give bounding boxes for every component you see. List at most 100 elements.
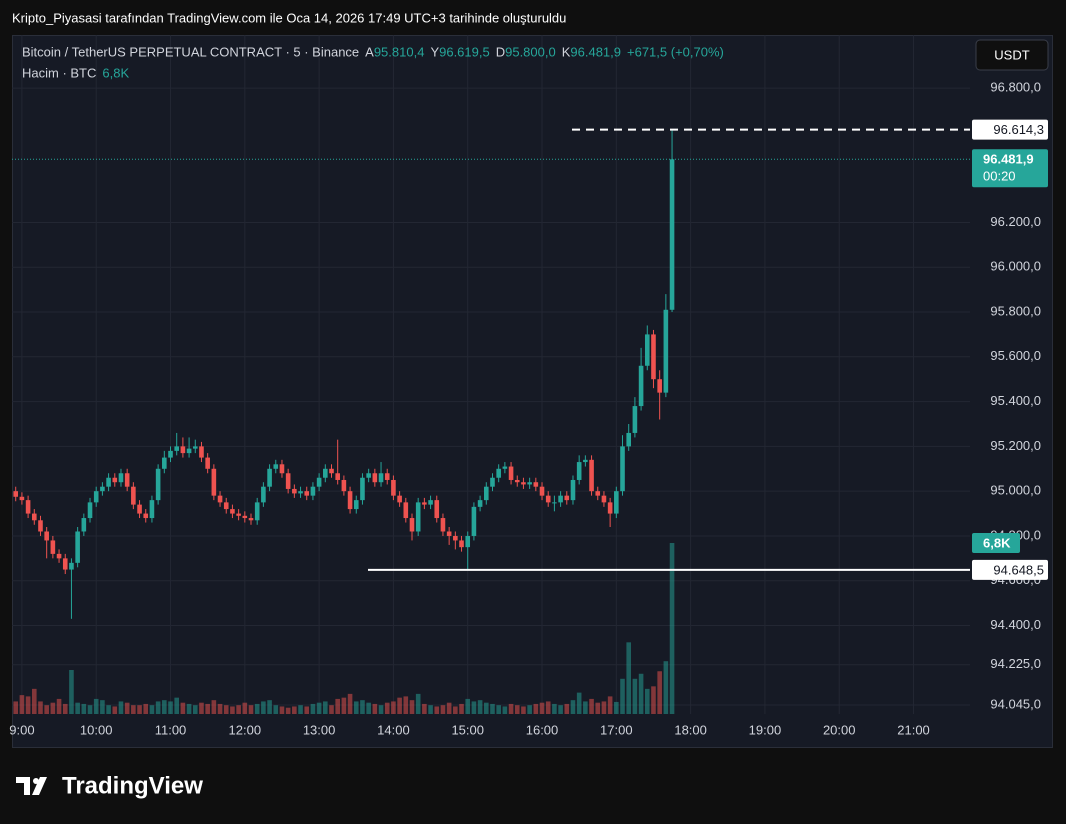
candle-body xyxy=(75,531,80,563)
volume-bar xyxy=(230,706,235,714)
candle-body xyxy=(552,502,557,504)
ohlc-key: Y xyxy=(430,44,439,59)
candle-body xyxy=(347,491,353,510)
volume-bar xyxy=(31,688,37,714)
volume-bar xyxy=(453,706,458,714)
candle-body xyxy=(620,446,625,492)
volume-bar xyxy=(632,678,638,714)
volume-bar xyxy=(422,703,427,714)
x-tick-label: 18:00 xyxy=(674,722,707,737)
volume-bar xyxy=(81,703,87,714)
candle-body xyxy=(626,432,632,447)
candle-body xyxy=(570,479,576,501)
volume-bar xyxy=(100,700,105,714)
volume-bar xyxy=(570,700,576,714)
candle-body xyxy=(19,496,25,501)
candle-body xyxy=(168,450,173,458)
price-label: 96.614,3 xyxy=(993,122,1044,137)
candle-body xyxy=(31,513,37,521)
volume-bar xyxy=(205,703,210,714)
volume-bar xyxy=(440,705,446,714)
volume-bar xyxy=(329,705,334,714)
x-tick-label: 19:00 xyxy=(749,722,782,737)
volume-bar xyxy=(199,702,204,714)
volume-bar xyxy=(50,702,56,714)
volume-bar xyxy=(434,706,440,714)
volume-bar xyxy=(87,705,93,714)
y-tick-label: 95.400,0 xyxy=(990,393,1041,408)
volume-bar xyxy=(378,705,384,714)
volume-bar xyxy=(19,695,25,714)
candle-body xyxy=(465,535,471,548)
candle-body xyxy=(118,473,124,483)
chart-pane xyxy=(12,35,1053,748)
volume-bar xyxy=(180,702,186,714)
candle-body xyxy=(285,473,291,489)
price-label-box xyxy=(972,559,1048,580)
volume-bar xyxy=(483,702,489,714)
currency-button[interactable] xyxy=(975,39,1049,71)
volume-bar xyxy=(75,702,80,714)
candle-body xyxy=(583,459,588,463)
candle-body xyxy=(378,473,384,483)
y-tick-label: 95.000,0 xyxy=(990,483,1041,498)
candle-body xyxy=(601,495,607,503)
candle-body xyxy=(192,446,198,449)
volume-bar xyxy=(44,705,49,714)
candle-body xyxy=(217,495,223,503)
candle-body xyxy=(100,486,105,492)
volume-bar xyxy=(366,702,371,714)
candle-body xyxy=(422,502,427,505)
volume-bar xyxy=(186,703,192,714)
volume-bar xyxy=(124,702,130,714)
volume-bar xyxy=(13,701,19,714)
candle-body xyxy=(261,486,266,503)
candle-body xyxy=(360,477,365,501)
candle-body xyxy=(490,477,495,487)
volume-bar xyxy=(595,702,601,714)
volume-bar xyxy=(601,701,607,714)
candle-body xyxy=(223,502,229,510)
candle-body xyxy=(353,500,359,510)
candle-body xyxy=(199,446,204,458)
ohlc-key: K xyxy=(562,44,571,59)
candle-body xyxy=(539,486,545,496)
candle-body xyxy=(131,486,136,505)
volume-bar xyxy=(564,703,570,714)
currency: USDT xyxy=(994,47,1029,62)
candle-body xyxy=(446,531,452,536)
candle-body xyxy=(644,334,650,366)
last-price-label: 96.481,9 xyxy=(983,152,1034,167)
volume-bar xyxy=(490,703,495,714)
volume-bar xyxy=(446,702,452,714)
last-price-box xyxy=(972,149,1048,188)
volume-bar xyxy=(669,542,675,714)
candle-body xyxy=(236,513,241,516)
volume-bar xyxy=(638,673,644,714)
candle-body xyxy=(663,309,669,393)
candle-body xyxy=(545,495,551,503)
candle-body xyxy=(638,365,644,407)
candle-body xyxy=(38,520,43,532)
candle-body xyxy=(316,477,322,487)
volume-bar xyxy=(304,706,310,714)
candle-body xyxy=(564,495,570,501)
volume-bar xyxy=(62,703,68,714)
candle-body xyxy=(69,562,74,570)
x-tick-label: 20:00 xyxy=(823,722,856,737)
candle-body xyxy=(607,502,613,514)
candle-body xyxy=(632,406,638,433)
candle-body xyxy=(502,466,508,469)
candle-body xyxy=(124,473,130,487)
volume-bar xyxy=(372,703,378,714)
volume-bar xyxy=(310,703,316,714)
candle-body xyxy=(589,459,594,492)
volume-bar xyxy=(459,703,464,714)
candle-body xyxy=(415,502,421,532)
ohlc-value: 95.810,4 xyxy=(374,44,425,59)
volume-bar xyxy=(267,700,272,714)
volume-bar xyxy=(508,703,514,714)
y-tick-label: 96.000,0 xyxy=(990,259,1041,274)
volume-bar xyxy=(527,705,532,714)
ohlc-value: 96.619,5 xyxy=(439,44,490,59)
